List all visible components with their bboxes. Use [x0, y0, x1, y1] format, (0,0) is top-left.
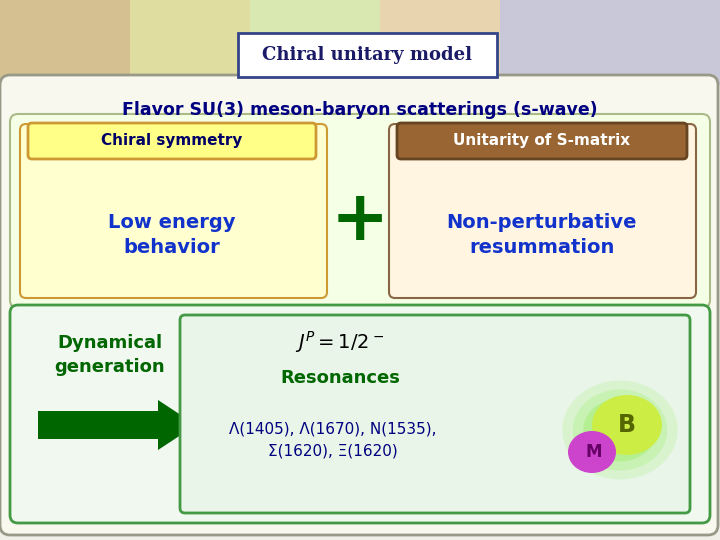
FancyBboxPatch shape — [10, 305, 710, 523]
Text: Non-perturbative
resummation: Non-perturbative resummation — [446, 213, 637, 257]
Text: Resonances: Resonances — [280, 369, 400, 387]
Text: Flavor SU(3) meson-baryon scatterings (s-wave): Flavor SU(3) meson-baryon scatterings (s… — [122, 101, 598, 119]
Text: M: M — [586, 443, 602, 461]
FancyBboxPatch shape — [397, 123, 687, 159]
Text: Chiral symmetry: Chiral symmetry — [102, 133, 243, 148]
FancyBboxPatch shape — [180, 315, 690, 513]
FancyBboxPatch shape — [500, 0, 720, 85]
FancyBboxPatch shape — [389, 124, 696, 298]
FancyBboxPatch shape — [250, 0, 380, 85]
Text: Dynamical
generation: Dynamical generation — [55, 334, 166, 376]
Text: Λ(1405), Λ(1670), N(1535),
Σ(1620), Ξ(1620): Λ(1405), Λ(1670), N(1535), Σ(1620), Ξ(16… — [229, 421, 437, 458]
Text: Chiral unitary model: Chiral unitary model — [263, 46, 472, 64]
Ellipse shape — [562, 381, 678, 480]
Ellipse shape — [592, 395, 662, 455]
FancyBboxPatch shape — [130, 0, 250, 85]
FancyBboxPatch shape — [10, 114, 710, 308]
Ellipse shape — [583, 399, 657, 462]
Text: $J^P = 1/2^-$: $J^P = 1/2^-$ — [295, 329, 384, 355]
Ellipse shape — [572, 389, 667, 470]
Text: Low energy
behavior: Low energy behavior — [108, 213, 235, 257]
FancyBboxPatch shape — [0, 75, 718, 535]
Text: Unitarity of S-matrix: Unitarity of S-matrix — [454, 133, 631, 148]
FancyBboxPatch shape — [0, 0, 130, 85]
Ellipse shape — [568, 431, 616, 473]
FancyBboxPatch shape — [20, 124, 327, 298]
FancyBboxPatch shape — [238, 33, 497, 77]
Text: +: + — [331, 186, 389, 253]
Text: B: B — [618, 413, 636, 437]
FancyArrow shape — [38, 400, 196, 450]
FancyBboxPatch shape — [28, 123, 316, 159]
FancyBboxPatch shape — [0, 0, 720, 85]
